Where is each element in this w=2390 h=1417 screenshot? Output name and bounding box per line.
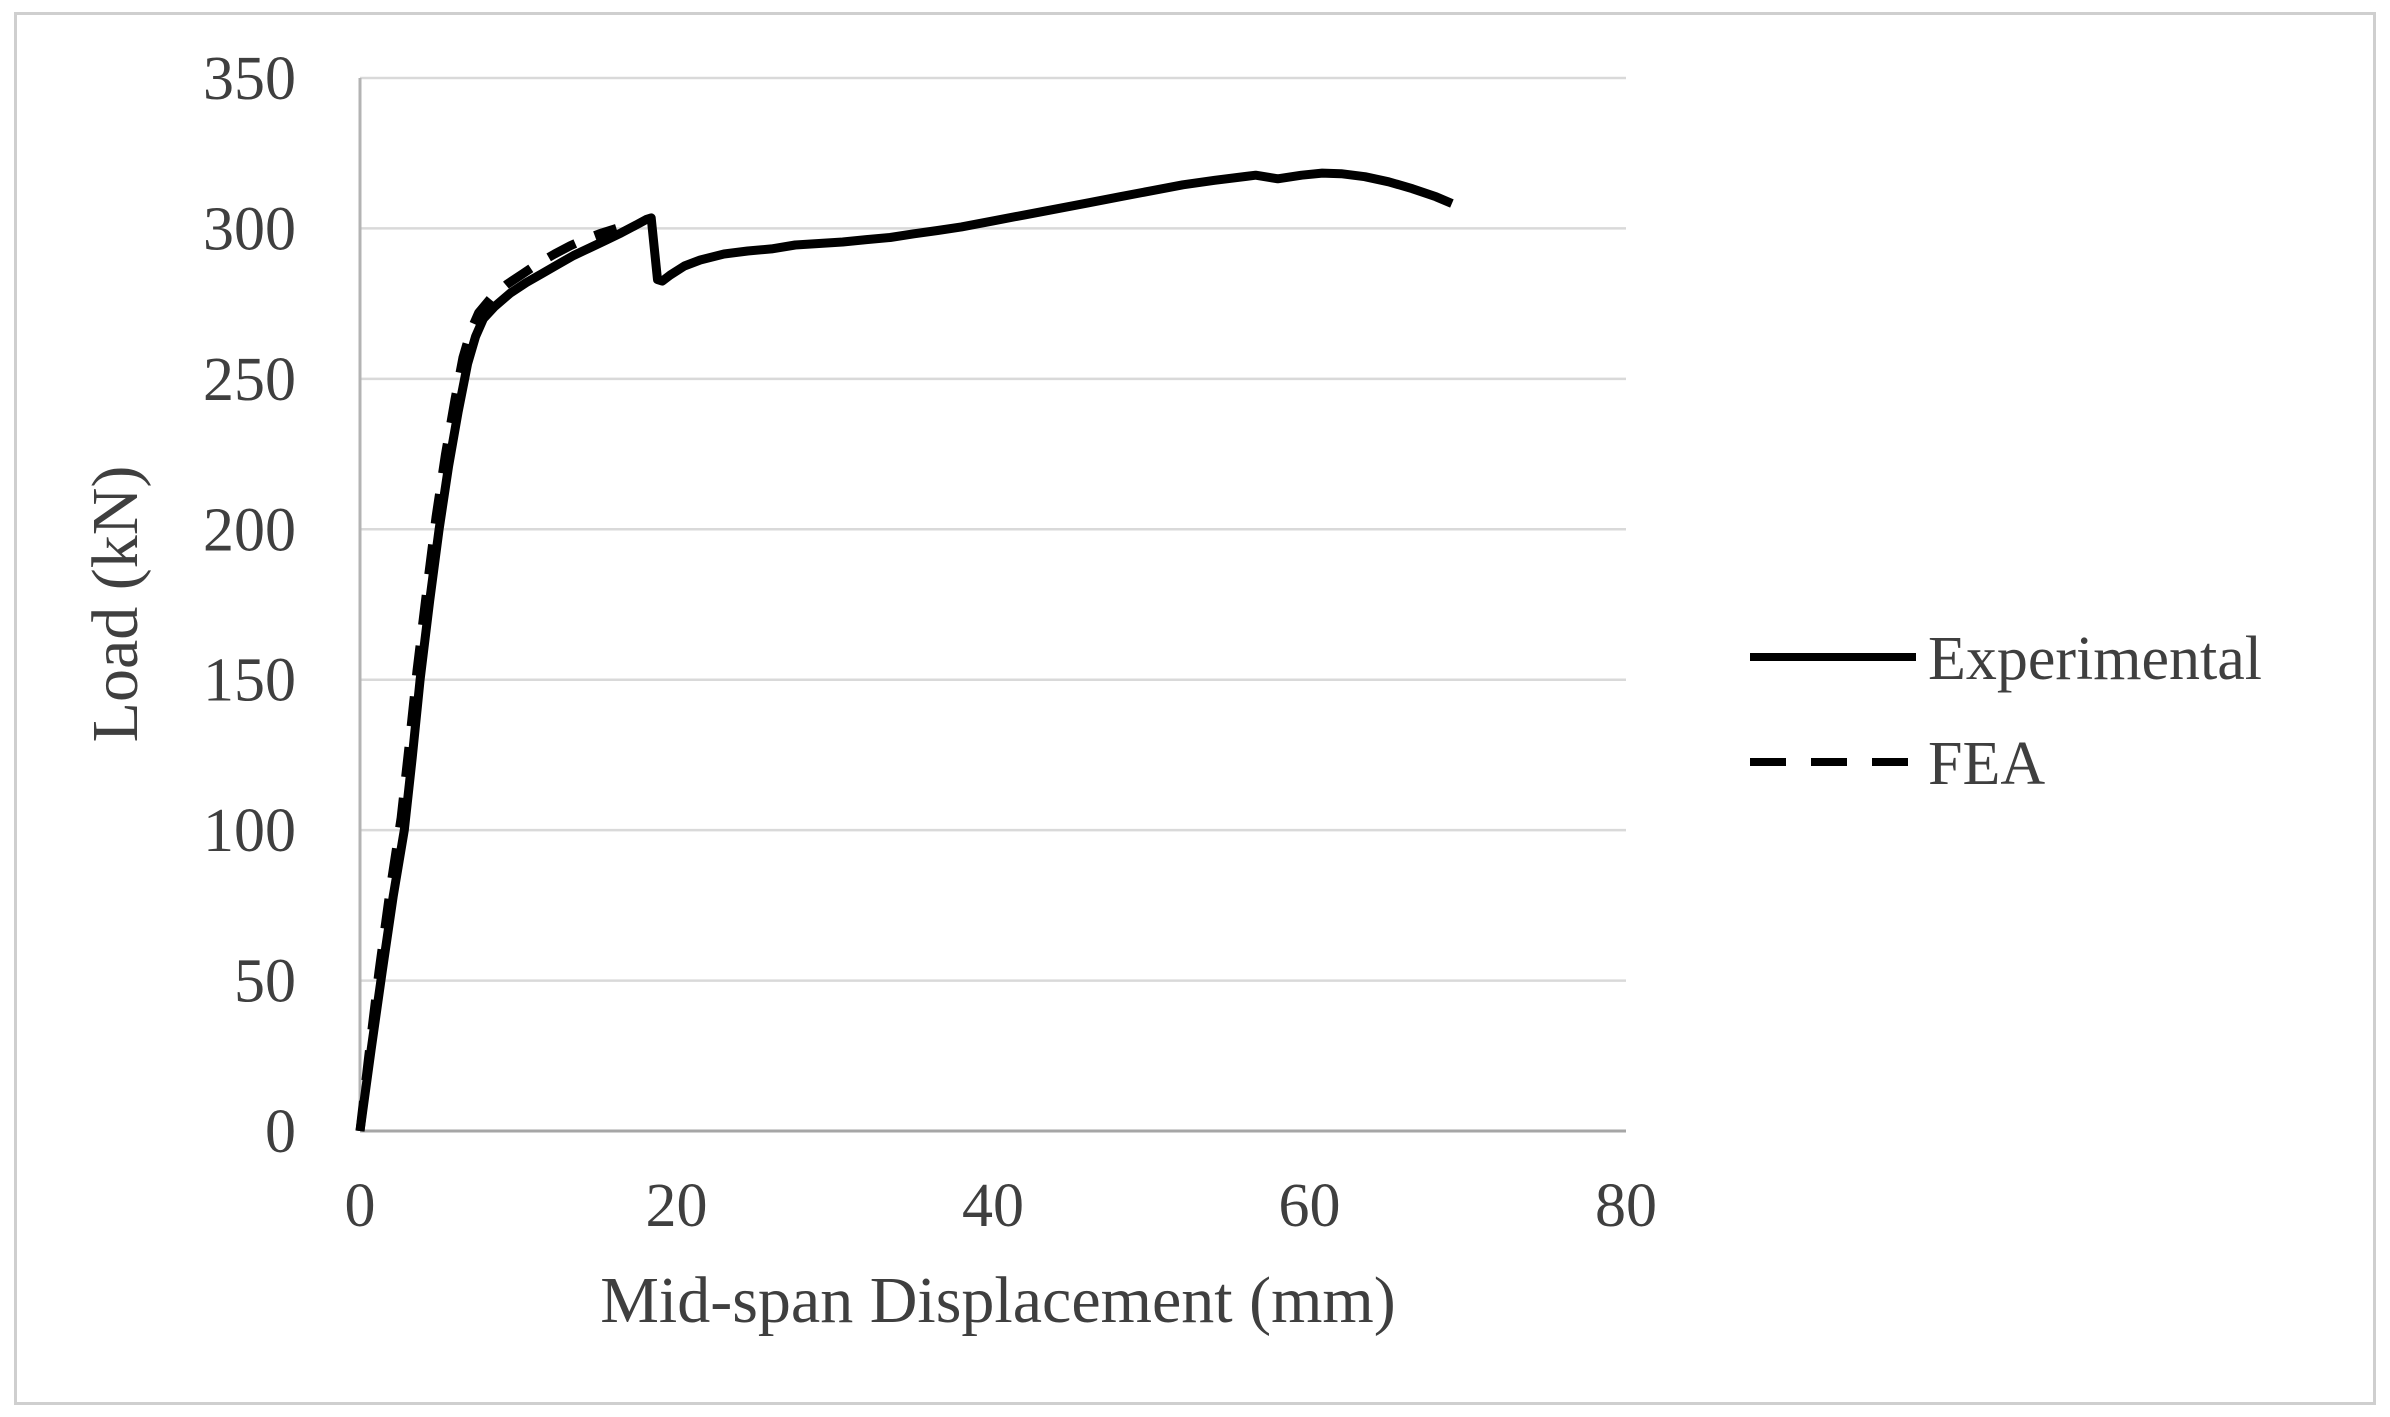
gridlines (360, 76, 1626, 982)
y-tick-0: 0 (265, 1098, 296, 1166)
legend: Experimental FEA (1750, 625, 2262, 798)
curve-fea (355, 224, 618, 1132)
y-tick-350: 350 (203, 45, 296, 113)
legend-label-fea: FEA (1928, 730, 2045, 798)
x-axis-title: Mid-span Displacement (mm) (600, 1264, 1395, 1337)
y-tick-100: 100 (203, 797, 296, 865)
axis-lines (358, 78, 1626, 1133)
x-axis-tick-labels: 0 20 40 60 80 (345, 1172, 1658, 1240)
y-tick-200: 200 (203, 496, 296, 564)
x-tick-60: 60 (1279, 1172, 1341, 1240)
y-tick-250: 250 (203, 346, 296, 414)
curve-experimental (355, 168, 1454, 1132)
x-tick-20: 20 (646, 1172, 708, 1240)
y-axis-tick-labels: 0 50 100 150 200 250 300 350 (203, 45, 296, 1166)
y-tick-50: 50 (234, 948, 296, 1016)
y-axis-title: Load (kN) (79, 466, 152, 743)
y-tick-150: 150 (203, 647, 296, 715)
legend-label-experimental: Experimental (1928, 625, 2262, 693)
x-tick-40: 40 (962, 1172, 1024, 1240)
figure-border (14, 12, 2376, 1405)
data-series-curves (355, 168, 1454, 1132)
y-tick-300: 300 (203, 195, 296, 263)
x-tick-0: 0 (345, 1172, 376, 1240)
x-tick-80: 80 (1595, 1172, 1657, 1240)
